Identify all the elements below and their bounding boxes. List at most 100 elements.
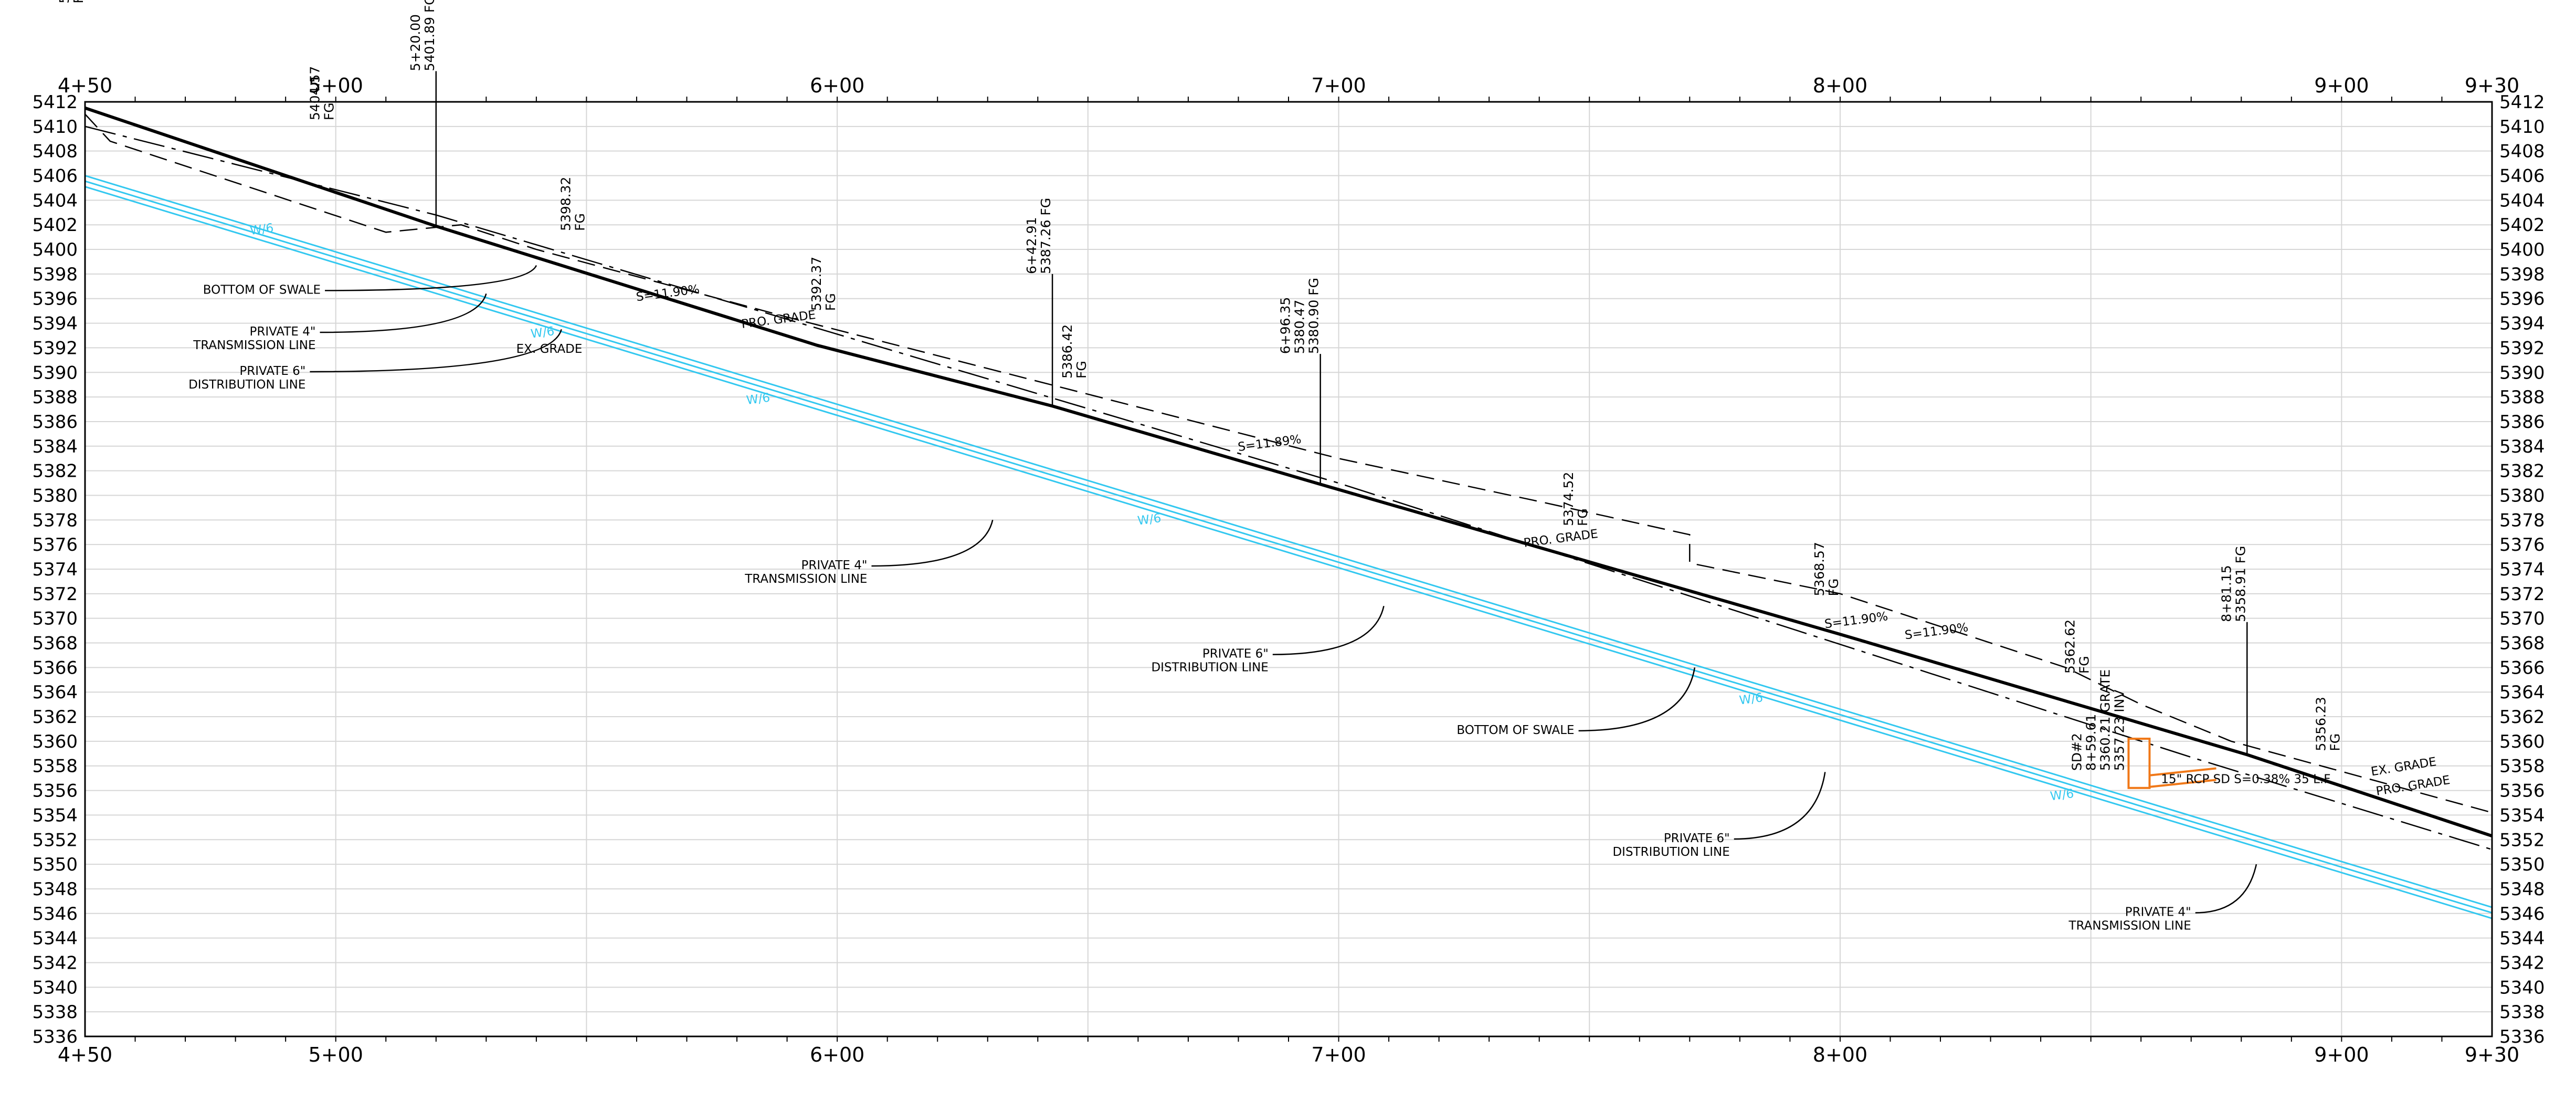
elevation-label-left: 5404 [32, 190, 78, 211]
station-label: 7+00 [1311, 1043, 1366, 1066]
station-label: 5+00 [309, 74, 363, 97]
elevation-label-left: 5368 [32, 633, 78, 654]
elevation-label-right: 5406 [2499, 166, 2545, 187]
elevation-label-left: 5344 [32, 928, 78, 949]
leader-label: DISTRIBUTION LINE [1612, 845, 1729, 859]
station-label: 6+00 [810, 74, 864, 97]
leader-line [1272, 605, 1385, 655]
elevation-label-right: 5342 [2499, 952, 2545, 973]
elevation-callout: 5392.37 [809, 257, 824, 311]
elevation-label-left: 5342 [32, 952, 78, 973]
elevation-label-right: 5382 [2499, 461, 2545, 482]
elevation-callout: 5357.23 INV [2112, 690, 2127, 771]
elevation-label-right: 5356 [2499, 781, 2545, 802]
elevation-callout: 5380.90 FG [1306, 278, 1322, 354]
elevation-label-right: 5350 [2499, 854, 2545, 875]
elevation-label-left: 5356 [32, 781, 78, 802]
elevation-label-left: 5400 [32, 239, 78, 260]
elevation-label-right: 5362 [2499, 707, 2545, 728]
grade-note: S=11.89% [1237, 433, 1302, 454]
elevation-callout: 5380.47 [1292, 300, 1307, 354]
elevation-label-right: 5386 [2499, 412, 2545, 433]
elevation-label-right: 5374 [2499, 559, 2545, 580]
elevation-label-left: 5378 [32, 510, 78, 531]
elevation-callout: 5401.89 FG [422, 0, 437, 71]
elevation-label-right: 5408 [2499, 141, 2545, 162]
leader-label: BOTTOM OF SWALE [203, 283, 321, 297]
elevation-label-right: 5398 [2499, 264, 2545, 285]
leader-line [1734, 772, 1826, 840]
water-line-mark: W/6 [2050, 787, 2075, 804]
elevation-callout: FG [71, 0, 86, 4]
elevation-callout: 5368.57 [1812, 542, 1827, 596]
elevation-label-left: 5392 [32, 338, 78, 359]
leader-line [325, 265, 537, 291]
station-label: 4+50 [58, 1043, 112, 1066]
grid [85, 101, 2492, 1037]
elevation-label-left: 5376 [32, 534, 78, 555]
elevation-label-right: 5364 [2499, 682, 2545, 703]
elevation-label-right: 5338 [2499, 1002, 2545, 1023]
grade-note: PRO. GRADE [741, 308, 817, 331]
station-label: 9+00 [2314, 1043, 2369, 1066]
elevation-label-right: 5344 [2499, 928, 2545, 949]
water-line-mark: W/6 [746, 391, 771, 408]
leader-line [1578, 667, 1696, 732]
elevation-callout: 5404.57 [308, 66, 323, 120]
water-line-mark: W/6 [1137, 511, 1162, 528]
elevation-label-left: 5390 [32, 362, 78, 383]
leader-label: TRANSMISSION LINE [744, 572, 867, 586]
elevation-labels: 5412 5412 5410 5410 5408 5408 5406 5406 5404 5404… [32, 92, 2545, 1047]
elevation-label-right: 5380 [2499, 485, 2545, 506]
elevation-label-right: 5394 [2499, 313, 2545, 334]
elevation-label-left: 5346 [32, 904, 78, 925]
leader-label: DISTRIBUTION LINE [1151, 661, 1268, 675]
elevation-label-left: 5408 [32, 141, 78, 162]
elevation-label-right: 5400 [2499, 239, 2545, 260]
elevation-label-left: 5410 [32, 117, 78, 138]
elevation-callout: FG [823, 293, 838, 311]
elevation-label-left: 5374 [32, 559, 78, 580]
water-line [85, 175, 2493, 908]
elevation-label-right: 5410 [2499, 117, 2545, 138]
elevation-label-right: 5396 [2499, 289, 2545, 310]
grade-note: S=11.90% [1824, 610, 1889, 631]
elevation-callout: FG [1826, 579, 1841, 596]
elevation-callout: 6+96.35 [1278, 297, 1293, 354]
grade-note: S=11.90% [1904, 621, 1969, 642]
station-label: 5+00 [309, 1043, 363, 1066]
elevation-label-right: 5412 [2499, 92, 2545, 113]
elevation-label-left: 5338 [32, 1002, 78, 1023]
station-label: 8+00 [1813, 1043, 1867, 1066]
elevation-label-left: 5384 [32, 436, 78, 457]
elevation-callout: 5+20.00 [408, 14, 423, 71]
elevation-callout: 5411.26 [57, 0, 72, 4]
storm-inlet [2127, 737, 2151, 789]
station-labels: 4+50 4+50 5+00 5+00 6+00 6+00 7+00 7+00 8+00 8+00… [58, 74, 2519, 1066]
storm-drain [2127, 737, 2216, 789]
leader-label: BOTTOM OF SWALE [1456, 723, 1574, 737]
elevation-callout: FG [1074, 361, 1089, 379]
elevation-label-right: 5336 [2499, 1026, 2545, 1047]
elevation-label-right: 5384 [2499, 436, 2545, 457]
leader-line [310, 329, 562, 373]
elevation-label-right: 5376 [2499, 534, 2545, 555]
elevation-label-right: 5372 [2499, 584, 2545, 605]
elevation-label-left: 5340 [32, 977, 78, 998]
elevation-label-right: 5388 [2499, 387, 2545, 408]
elevation-label-left: 5354 [32, 805, 78, 826]
elevation-label-left: 5348 [32, 879, 78, 900]
existing-grade-line [85, 113, 2493, 813]
water-line [85, 180, 2493, 914]
bottom-of-swale-line [85, 125, 2493, 851]
elevation-label-left: 5352 [32, 830, 78, 851]
elevation-label-right: 5358 [2499, 756, 2545, 777]
elevation-label-right: 5340 [2499, 977, 2545, 998]
elevation-label-right: 5346 [2499, 904, 2545, 925]
elevation-label-right: 5352 [2499, 830, 2545, 851]
elevation-callout: 5362.62 [2063, 620, 2078, 674]
grade-note: EX. GRADE [2370, 755, 2437, 779]
